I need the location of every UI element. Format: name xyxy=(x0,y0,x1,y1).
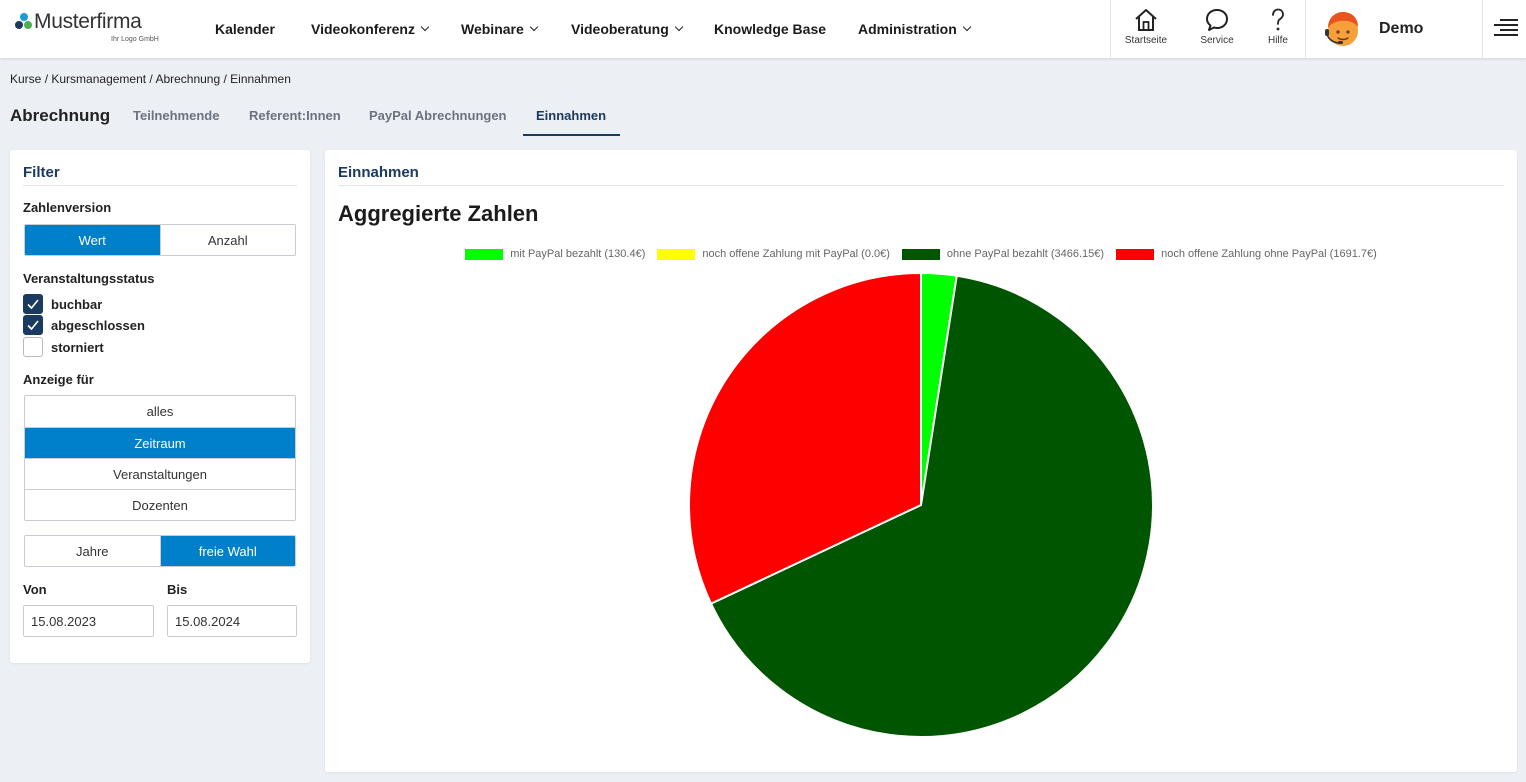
option-veranstaltungen[interactable]: Veranstaltungen xyxy=(25,458,295,489)
divider xyxy=(1482,0,1483,58)
option-dozenten[interactable]: Dozenten xyxy=(25,489,295,520)
service-button[interactable]: Service xyxy=(1187,8,1247,50)
chart-legend: mit PayPal bezahlt (130.4€) noch offene Z… xyxy=(325,248,1517,260)
brand-subtitle: Ihr Logo GmbH xyxy=(111,36,159,43)
checkbox-label: buchbar xyxy=(51,296,103,312)
zeitraum-toggle: Jahre freie Wahl xyxy=(24,535,296,567)
pie-chart xyxy=(688,271,1154,738)
nav-videoberatung[interactable]: Videoberatung xyxy=(571,0,684,58)
legend-swatch xyxy=(465,248,504,260)
startseite-label: Startseite xyxy=(1124,35,1168,46)
nav-label: Kalender xyxy=(215,21,275,37)
anzeige-label: Anzeige für xyxy=(23,372,94,387)
divider xyxy=(1305,0,1306,58)
chart-heading: Aggregierte Zahlen xyxy=(338,201,539,226)
user-name[interactable]: Demo xyxy=(1379,20,1424,37)
anzeige-options: alles Zeitraum Veranstaltungen Dozenten xyxy=(24,395,296,521)
legend-item[interactable]: noch offene Zahlung ohne PayPal (1691.7€… xyxy=(1116,248,1377,260)
hilfe-label: Hilfe xyxy=(1267,35,1288,46)
home-icon xyxy=(1135,9,1157,31)
pie-slice-3[interactable] xyxy=(709,274,1154,738)
von-date-input[interactable] xyxy=(23,605,154,637)
breadcrumb-item[interactable]: Kursmanagement xyxy=(51,72,147,86)
veranstaltungsstatus-label: Veranstaltungsstatus xyxy=(23,271,155,286)
nav-videokonferenz[interactable]: Videokonferenz xyxy=(311,0,430,58)
nav-knowledge-base[interactable]: Knowledge Base xyxy=(714,0,826,58)
hilfe-button[interactable]: Hilfe xyxy=(1248,8,1308,50)
brand-name: Musterfirma xyxy=(34,10,142,33)
option-anzahl[interactable]: Anzahl xyxy=(159,225,296,255)
breadcrumb-item[interactable]: Abrechnung xyxy=(155,72,221,86)
avatar[interactable] xyxy=(1322,8,1364,50)
zahlenversion-toggle: Wert Anzahl xyxy=(24,224,296,256)
option-wert[interactable]: Wert xyxy=(25,225,160,255)
legend-item[interactable]: noch offene Zahlung mit PayPal (0.0€) xyxy=(657,248,890,260)
service-label: Service xyxy=(1200,35,1234,46)
tab-paypal-abrechnungen[interactable]: PayPal Abrechnungen xyxy=(369,108,507,123)
startseite-button[interactable]: Startseite xyxy=(1116,8,1176,50)
brand-logo[interactable]: Musterfirma Ihr Logo GmbH xyxy=(14,10,164,44)
option-alles[interactable]: alles xyxy=(146,404,174,419)
checkbox-storniert[interactable]: storniert xyxy=(23,337,104,357)
nav-label: Knowledge Base xyxy=(714,21,827,37)
checkbox-abgeschlossen[interactable]: abgeschlossen xyxy=(23,315,145,335)
filter-title: Filter xyxy=(23,164,60,181)
nav-kalender[interactable]: Kalender xyxy=(215,0,275,58)
checkbox-checked-icon xyxy=(23,294,43,314)
tab-einnahmen[interactable]: Einnahmen xyxy=(523,98,620,136)
legend-label: noch offene Zahlung mit PayPal (0.0€) xyxy=(702,248,890,260)
checkbox-buchbar[interactable]: buchbar xyxy=(23,294,102,314)
legend-swatch xyxy=(657,248,696,260)
legend-label: noch offene Zahlung ohne PayPal (1691.7€… xyxy=(1161,248,1377,260)
legend-swatch xyxy=(901,248,940,260)
breadcrumb: Kurse / Kursmanagement / Abrechnung / Ei… xyxy=(10,72,291,86)
divider xyxy=(338,185,1504,186)
tab-teilnehmende[interactable]: Teilnehmende xyxy=(133,108,220,123)
breadcrumb-item[interactable]: Kurse xyxy=(10,72,42,86)
legend-item[interactable]: mit PayPal bezahlt (130.4€) xyxy=(465,248,645,260)
chevron-down-icon xyxy=(674,22,684,32)
divider xyxy=(23,185,297,186)
pie-slice-4[interactable] xyxy=(688,271,922,605)
top-navigation-bar: Musterfirma Ihr Logo GmbH Kalender Video… xyxy=(0,0,1526,58)
filter-panel: Filter Zahlenversion Wert Anzahl Veranst… xyxy=(10,150,310,663)
von-label: Von xyxy=(23,582,47,597)
checkbox-unchecked-icon xyxy=(23,337,43,357)
checkbox-label: storniert xyxy=(51,339,104,355)
chevron-down-icon xyxy=(962,22,972,32)
chevron-down-icon xyxy=(420,22,430,32)
divider xyxy=(1110,0,1111,58)
tab-referentinnen[interactable]: Referent:Innen xyxy=(249,108,341,123)
bis-label: Bis xyxy=(167,582,188,597)
nav-webinare[interactable]: Webinare xyxy=(461,0,539,58)
zahlenversion-label: Zahlenversion xyxy=(23,200,112,215)
nav-label: Videoberatung xyxy=(571,21,669,37)
einnahmen-title: Einnahmen xyxy=(338,164,419,181)
nav-label: Webinare xyxy=(461,21,524,37)
checkbox-checked-icon xyxy=(23,315,43,335)
legend-label: mit PayPal bezahlt (130.4€) xyxy=(510,248,646,260)
einnahmen-panel: Einnahmen Aggregierte Zahlen mit PayPal … xyxy=(325,150,1517,772)
question-icon xyxy=(1272,8,1284,31)
legend-swatch xyxy=(1116,248,1155,260)
page-title: Abrechnung xyxy=(10,106,111,125)
nav-label: Administration xyxy=(858,21,957,37)
logo-dots-icon xyxy=(15,13,32,29)
option-jahre[interactable]: Jahre xyxy=(75,543,109,559)
legend-item[interactable]: ohne PayPal bezahlt (3466.15€) xyxy=(901,248,1105,260)
breadcrumb-item: Einnahmen xyxy=(230,72,291,86)
chat-icon xyxy=(1206,9,1228,31)
nav-administration[interactable]: Administration xyxy=(858,0,972,58)
legend-label: ohne PayPal bezahlt (3466.15€) xyxy=(946,248,1105,260)
menu-icon[interactable] xyxy=(1494,18,1518,38)
nav-label: Videokonferenz xyxy=(311,21,415,37)
option-zeitraum[interactable]: Zeitraum xyxy=(25,427,295,458)
bis-date-input[interactable] xyxy=(167,605,297,637)
checkbox-label: abgeschlossen xyxy=(51,317,145,333)
option-freie-wahl[interactable]: freie Wahl xyxy=(159,536,295,566)
chevron-down-icon xyxy=(529,22,539,32)
